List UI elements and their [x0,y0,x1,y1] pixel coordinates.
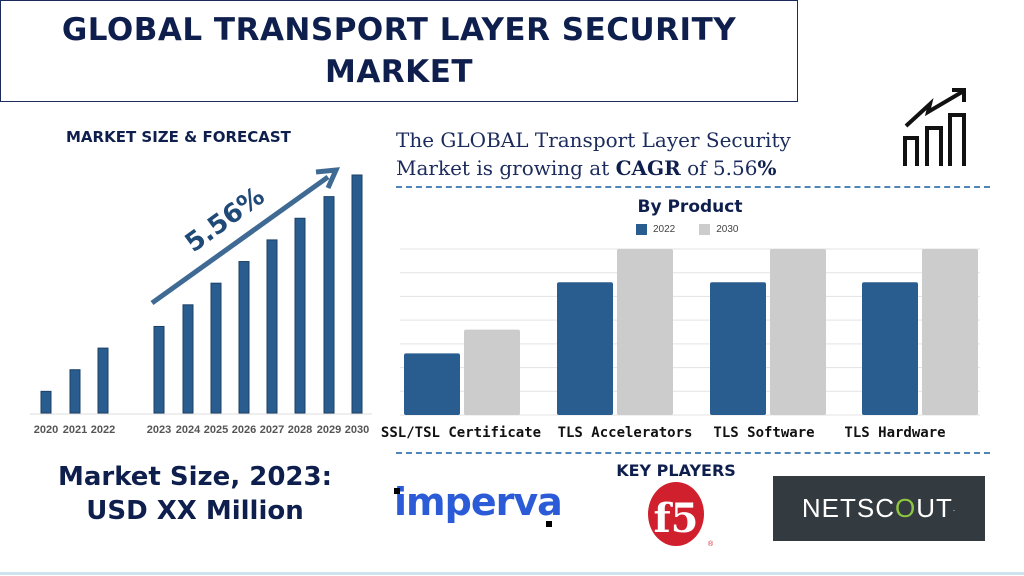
f5-logo: f5 ® [648,482,714,548]
year-label: 2028 [287,424,313,436]
page-title: GLOBAL TRANSPORT LAYER SECURITY MARKET [61,12,737,90]
forecast-title: MARKET SIZE & FORECAST [66,128,291,146]
product-chart [400,248,980,416]
cagr-annotation: 5.56% [180,181,271,258]
product-chart-title: By Product [637,197,743,217]
svg-text:®: ® [708,540,714,548]
year-label: 2030 [344,424,370,436]
legend-label: 2022 [653,224,676,235]
forecast-bar [266,239,278,414]
netscout-logo: NETSC O UT. [773,476,985,541]
forecast-bar [69,369,81,414]
product-label: TLS Software [713,425,815,441]
product-bar-2030 [922,249,978,415]
year-label: 2026 [231,424,257,436]
year-label: 2020 [33,424,59,436]
forecast-bar [294,217,306,414]
product-bar-2022 [862,282,918,415]
year-label: 2029 [316,424,342,436]
growth-arrow [150,174,330,306]
logo-mark [394,488,400,494]
product-bar-2022 [404,353,460,415]
forecast-bar [238,261,250,414]
legend-label: 2030 [716,224,739,235]
forecast-bar [40,390,52,414]
arrow-head [315,167,341,190]
legend-swatch-2022 [636,224,647,235]
legend-swatch-2030 [699,224,711,235]
title-box: GLOBAL TRANSPORT LAYER SECURITY MARKET [0,0,798,102]
legend: 2022 2030 [636,224,739,235]
forecast-chart: 5.56% [30,167,372,415]
forecast-bar [323,196,335,414]
year-label: 2025 [203,424,229,436]
year-label: 2024 [175,424,201,436]
product-bar-2022 [557,282,613,415]
product-label: SSL/TSL Certificate [380,425,542,441]
product-bar-2030 [770,249,826,415]
logo-mark [546,521,552,527]
divider [396,186,990,188]
product-bar-2030 [464,329,520,415]
product-label: TLS Accelerators [557,425,693,441]
forecast-bar [182,304,194,414]
market-size: Market Size, 2023: USD XX Million [57,462,333,526]
imperva-logo: imperva [394,480,563,524]
product-bar-2030 [617,249,673,415]
year-label: 2023 [146,424,172,436]
forecast-bar [351,174,363,414]
forecast-bar [210,282,222,414]
year-label: 2022 [90,424,116,436]
growth-chart-icon [903,88,966,166]
year-label: 2027 [259,424,285,436]
cagr-summary: The GLOBAL Transport Layer Security Mark… [396,128,791,180]
forecast-bar [97,347,109,414]
forecast-bar [153,325,165,414]
divider [396,452,990,454]
year-label: 2021 [62,424,88,436]
product-bar-2022 [710,282,766,415]
svg-text:f5: f5 [653,495,698,542]
product-label: TLS Hardware [844,425,946,441]
key-players-title: KEY PLAYERS [616,461,736,480]
bottom-border [0,572,1024,575]
